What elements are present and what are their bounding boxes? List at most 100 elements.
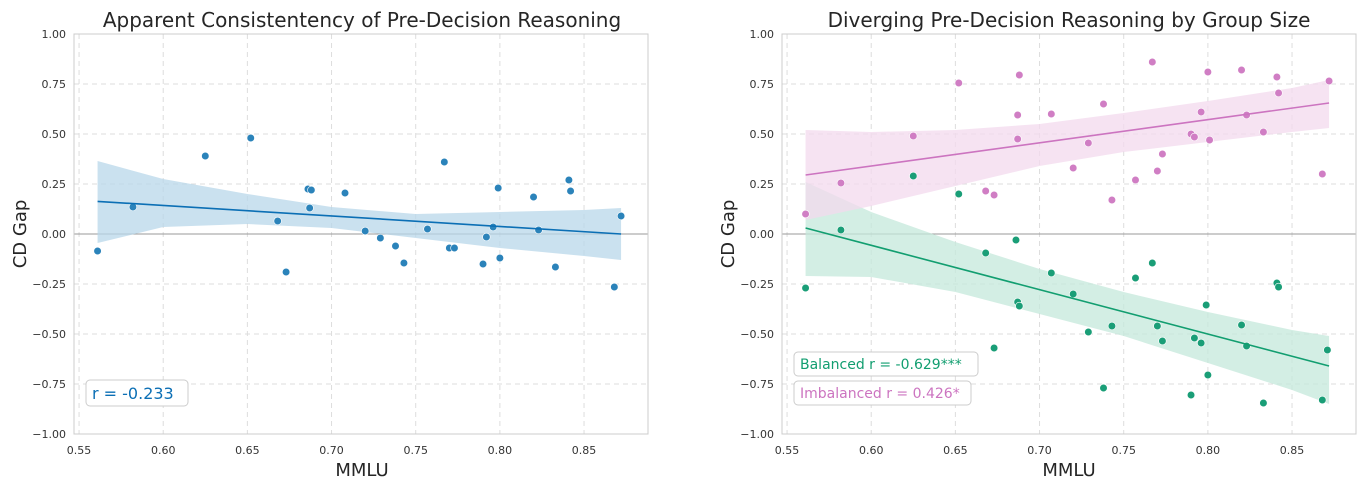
x-axis-label: MMLU — [1042, 460, 1095, 481]
chart-panel-2: 0.55 0.60 0.65 0.70 0.75 0.80 0.85 −1.00 −0.75 −0… — [718, 8, 1357, 481]
data-point — [305, 203, 314, 213]
data-point — [1186, 390, 1196, 400]
data-point — [534, 225, 543, 235]
data-point — [954, 189, 963, 199]
annotation-text: Imbalanced r = 0.426* — [800, 386, 960, 402]
y-tick-label: 1.00 — [750, 28, 775, 41]
data-point — [1069, 163, 1078, 173]
data-point — [1197, 338, 1206, 348]
data-point — [340, 188, 350, 198]
x-tick-label: 0.55 — [775, 444, 800, 457]
data-point — [1318, 169, 1327, 179]
y-tick-label: −0.50 — [740, 328, 774, 341]
data-point — [1324, 76, 1334, 86]
data-point — [610, 282, 619, 292]
x-tick-label: 0.55 — [67, 444, 92, 457]
data-point — [836, 178, 846, 188]
data-point — [989, 190, 999, 200]
data-point — [450, 243, 459, 253]
y-tick-label: −1.00 — [740, 428, 774, 441]
x-tick-label: 0.70 — [319, 444, 344, 457]
data-point — [1084, 327, 1093, 337]
data-point — [281, 267, 291, 277]
data-point — [1203, 370, 1212, 380]
data-point — [273, 216, 282, 226]
data-point — [478, 259, 488, 269]
data-point — [566, 186, 575, 196]
data-point — [1099, 383, 1108, 393]
annotation-text: r = -0.233 — [92, 384, 174, 403]
data-point — [246, 133, 255, 143]
data-point — [1015, 70, 1024, 80]
y-tick-label: −1.00 — [32, 428, 66, 441]
data-point — [1047, 109, 1056, 119]
data-point — [1323, 345, 1332, 355]
data-point — [1107, 195, 1117, 205]
data-point — [494, 183, 503, 193]
y-tick-label: −0.25 — [32, 278, 66, 291]
x-tick-label: 0.85 — [1280, 444, 1305, 457]
data-point — [909, 131, 918, 141]
data-point — [495, 253, 504, 263]
data-point — [399, 258, 409, 268]
x-tick-label: 0.75 — [1111, 444, 1136, 457]
plot-frame — [73, 33, 649, 435]
y-tick-label: 1.00 — [42, 28, 67, 41]
data-point — [981, 186, 990, 196]
x-tick-label: 0.80 — [1196, 444, 1221, 457]
data-point — [1318, 395, 1327, 405]
x-axis-label: MMLU — [335, 460, 388, 481]
y-tick-label: 0.75 — [42, 78, 67, 91]
data-point — [1237, 65, 1246, 75]
annotation-box — [793, 351, 979, 377]
chart-title: Apparent Consistentency of Pre-Decision … — [103, 8, 621, 32]
data-point — [1047, 268, 1056, 278]
x-tick-label: 0.85 — [572, 444, 597, 457]
data-point — [1013, 110, 1022, 120]
data-point — [93, 246, 102, 256]
data-point — [1190, 333, 1199, 343]
data-point — [440, 157, 449, 167]
y-tick-label: −0.25 — [740, 278, 774, 291]
data-point — [1259, 398, 1268, 408]
data-point — [1237, 320, 1246, 330]
data-point — [1013, 134, 1022, 144]
data-point — [1202, 300, 1211, 310]
x-tick-label: 0.70 — [1027, 444, 1052, 457]
y-axis-label: CD Gap — [718, 200, 739, 269]
x-tick-label: 0.60 — [859, 444, 884, 457]
data-point — [1272, 72, 1281, 82]
y-tick-label: −0.50 — [32, 328, 66, 341]
data-point — [376, 233, 385, 243]
x-tick-label: 0.75 — [403, 444, 428, 457]
data-point — [1069, 289, 1078, 299]
data-point — [989, 343, 999, 353]
confidence-band-1 — [805, 182, 1330, 404]
data-point — [1011, 235, 1021, 245]
data-point — [1131, 273, 1140, 283]
data-point — [1131, 175, 1140, 185]
data-point — [801, 283, 810, 293]
data-point — [616, 211, 626, 221]
data-point — [201, 151, 210, 161]
data-point — [836, 225, 846, 235]
regression-line-1 — [805, 227, 1330, 367]
y-tick-label: 0.00 — [42, 228, 67, 241]
x-tick-label: 0.80 — [488, 444, 513, 457]
data-point — [1153, 166, 1162, 176]
y-tick-label: 0.50 — [42, 128, 67, 141]
chart-panel-1: 0.55 0.60 0.65 0.70 0.75 0.80 0.85 −1.00 −0.75 −0… — [10, 8, 649, 481]
data-point — [307, 185, 316, 195]
data-point — [1259, 127, 1268, 137]
data-point — [1205, 135, 1214, 145]
data-point — [1197, 107, 1206, 117]
data-point — [1148, 258, 1157, 268]
data-point — [1084, 138, 1093, 148]
y-axis-label: CD Gap — [10, 200, 31, 269]
plot-frame — [781, 33, 1357, 435]
annotation-text: Balanced r = -0.629*** — [800, 357, 962, 373]
y-tick-label: 0.50 — [750, 128, 775, 141]
chart-title: Diverging Pre-Decision Reasoning by Grou… — [828, 8, 1311, 32]
regression-line-2 — [805, 102, 1330, 176]
